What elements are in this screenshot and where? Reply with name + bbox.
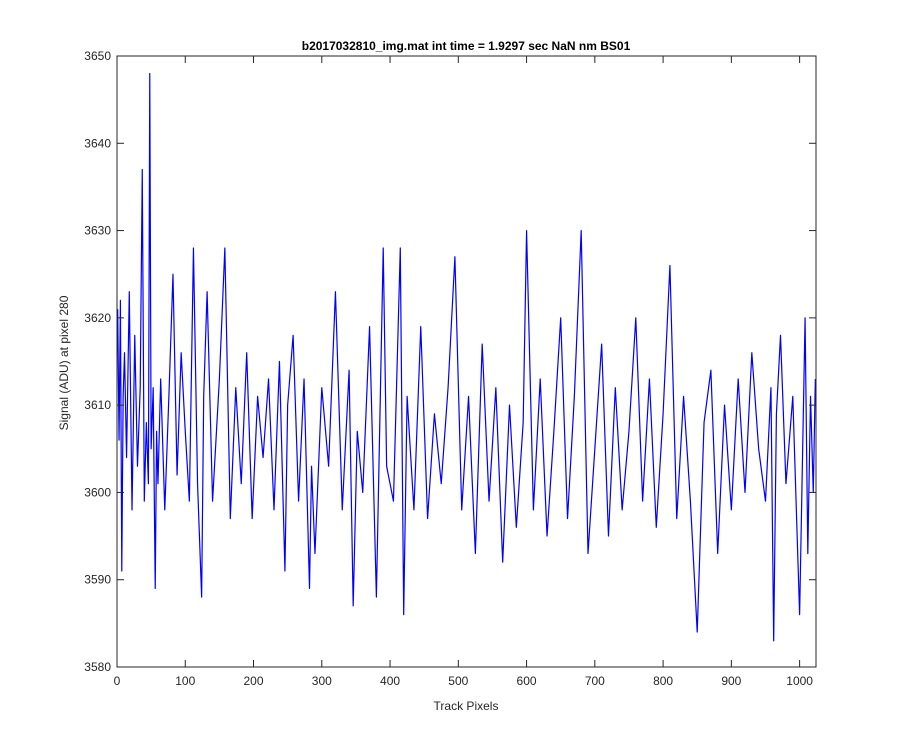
y-tick-label: 3600 [84,485,111,499]
series-line-0 [117,72,816,642]
x-tick-label: 500 [448,674,468,688]
plot-background [117,56,816,667]
chart-title: b2017032810_img.mat int time = 1.9297 se… [302,39,631,53]
y-tick-label: 3640 [84,136,111,150]
x-tick-label: 800 [653,674,673,688]
x-tick-label: 1000 [786,674,813,688]
x-tick-label: 600 [517,674,537,688]
y-tick-label: 3580 [84,660,111,674]
plot-area [117,56,816,667]
y-tick-label: 3610 [84,398,111,412]
y-tick-label: 3650 [84,49,111,63]
x-tick-label: 400 [380,674,400,688]
y-tick-label: 3620 [84,311,111,325]
x-tick-label: 300 [312,674,332,688]
x-tick-label: 100 [175,674,195,688]
axes-box [116,55,817,668]
series-layer [117,72,816,642]
x-tick-label: 700 [585,674,605,688]
x-tick-label: 0 [114,674,121,688]
x-axis-label: Track Pixels [434,699,499,713]
x-tick-label: 200 [244,674,264,688]
y-tick-label: 3590 [84,573,111,587]
axes-layer: 0 100 200 300 400 500 600 700 800 900 1000 3580 3590… [84,49,817,688]
y-tick-label: 3630 [84,224,111,238]
x-tick-label: 900 [721,674,741,688]
y-axis-label: Signal (ADU) at pixel 280 [57,295,71,430]
